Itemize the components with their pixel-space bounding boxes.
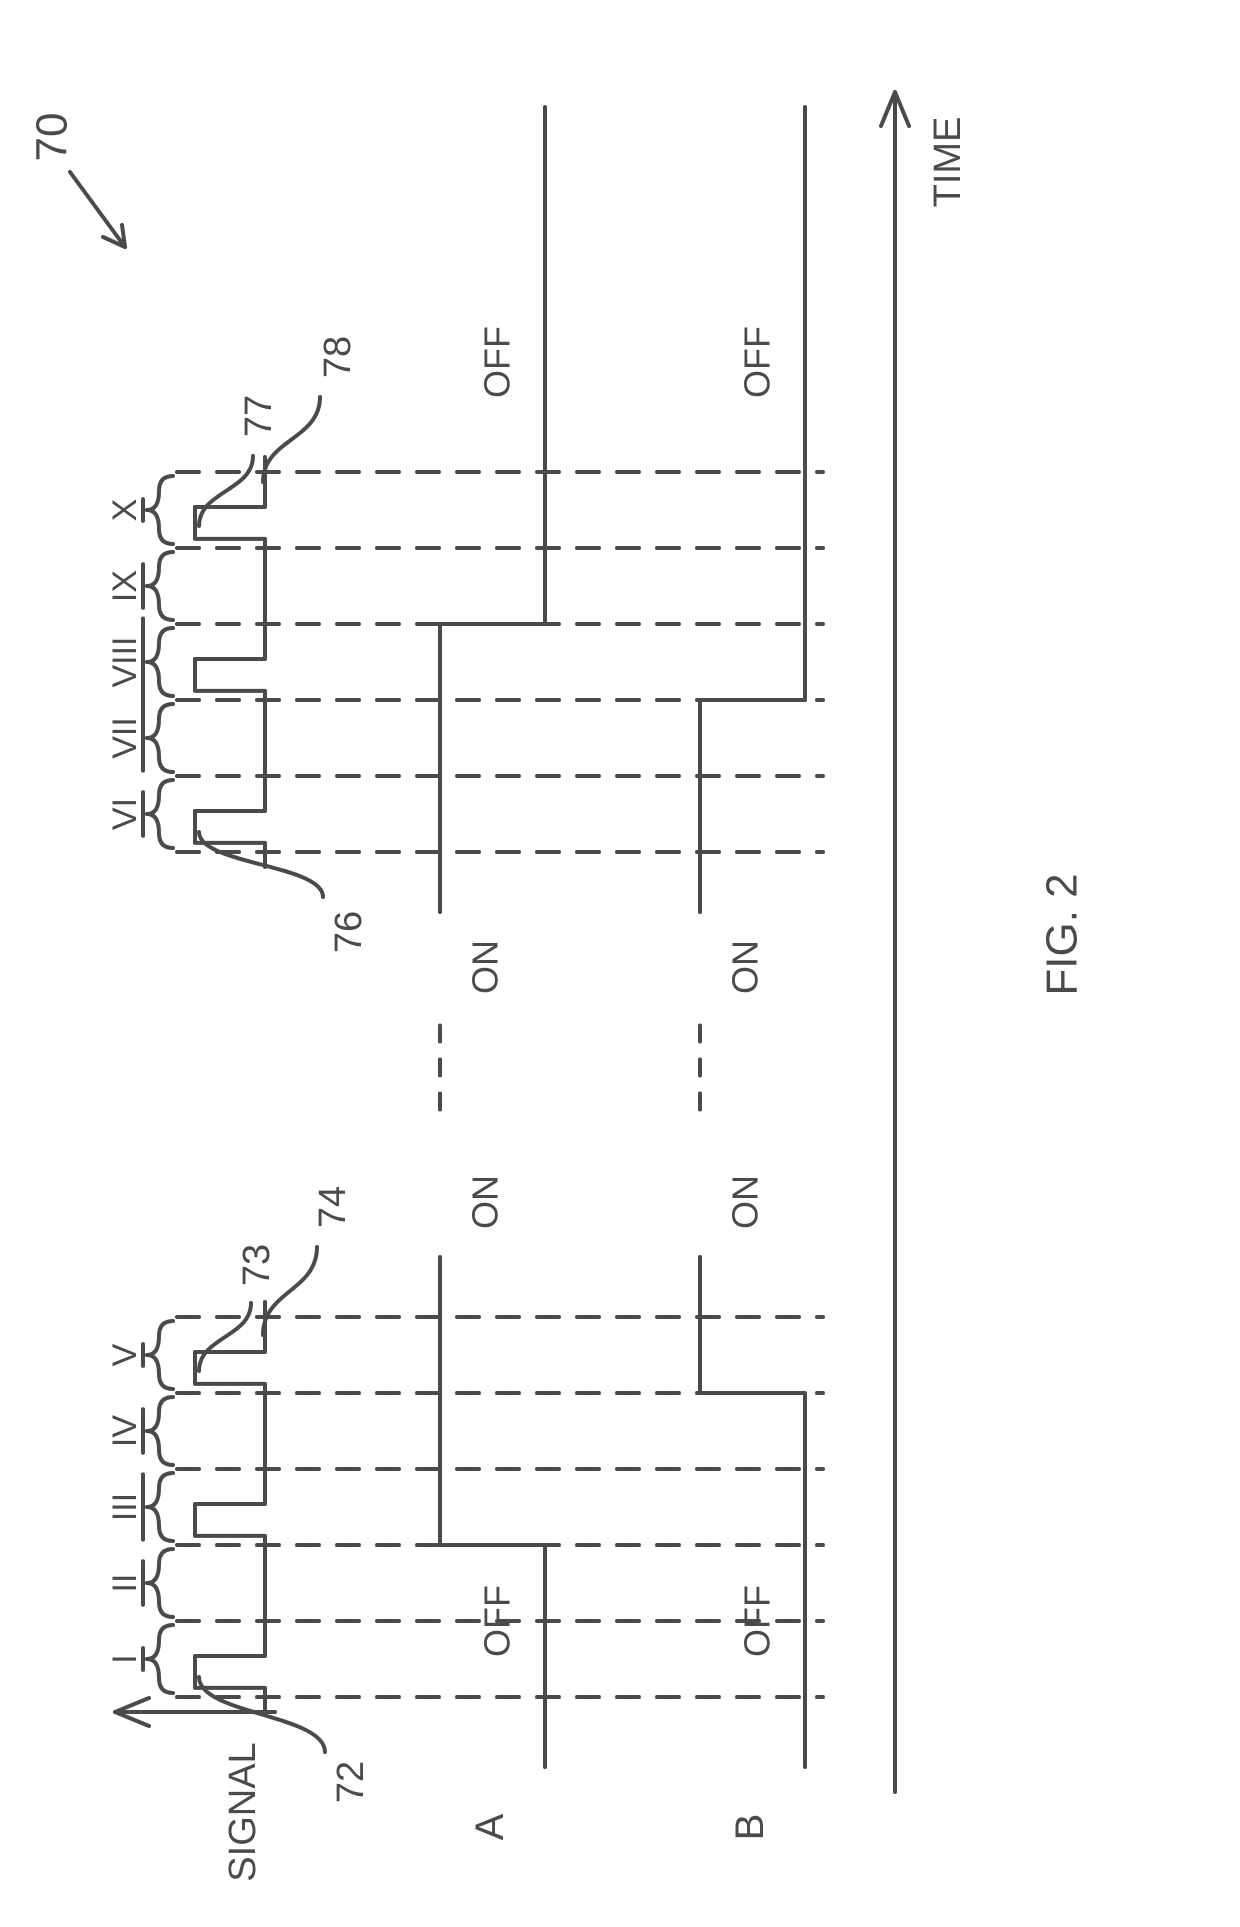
svg-text:I: I	[106, 1654, 144, 1663]
svg-text:VI: VI	[106, 798, 144, 830]
svg-text:II: II	[106, 1574, 144, 1593]
svg-text:ON: ON	[465, 1175, 506, 1229]
svg-text:A: A	[468, 1813, 512, 1840]
svg-text:III: III	[106, 1493, 144, 1521]
svg-text:TIME: TIME	[927, 117, 969, 208]
svg-text:X: X	[106, 499, 144, 522]
svg-text:OFF: OFF	[477, 326, 518, 398]
svg-text:70: 70	[28, 113, 77, 162]
svg-text:74: 74	[312, 1186, 354, 1228]
svg-text:77: 77	[238, 395, 280, 437]
svg-text:ON: ON	[465, 940, 506, 994]
svg-text:V: V	[106, 1343, 144, 1366]
svg-text:72: 72	[330, 1761, 372, 1803]
svg-text:ON: ON	[725, 940, 766, 994]
svg-text:OFF: OFF	[477, 1585, 518, 1657]
svg-text:VII: VII	[106, 717, 144, 759]
svg-text:ON: ON	[725, 1175, 766, 1229]
svg-text:VIII: VIII	[106, 636, 144, 687]
svg-text:76: 76	[328, 911, 370, 953]
svg-text:OFF: OFF	[737, 1585, 778, 1657]
svg-text:B: B	[728, 1814, 772, 1841]
svg-text:IV: IV	[106, 1415, 144, 1447]
svg-text:73: 73	[236, 1244, 278, 1286]
svg-text:OFF: OFF	[737, 326, 778, 398]
svg-text:SIGNAL: SIGNAL	[222, 1742, 264, 1881]
timing-diagram: SIGNALTIMEABIIIIIIIVVVIVIIVIIIIXXOFFONON…	[0, 0, 1240, 1927]
svg-text:78: 78	[317, 336, 359, 378]
svg-text:FIG. 2: FIG. 2	[1038, 873, 1087, 995]
svg-text:IX: IX	[106, 570, 144, 602]
